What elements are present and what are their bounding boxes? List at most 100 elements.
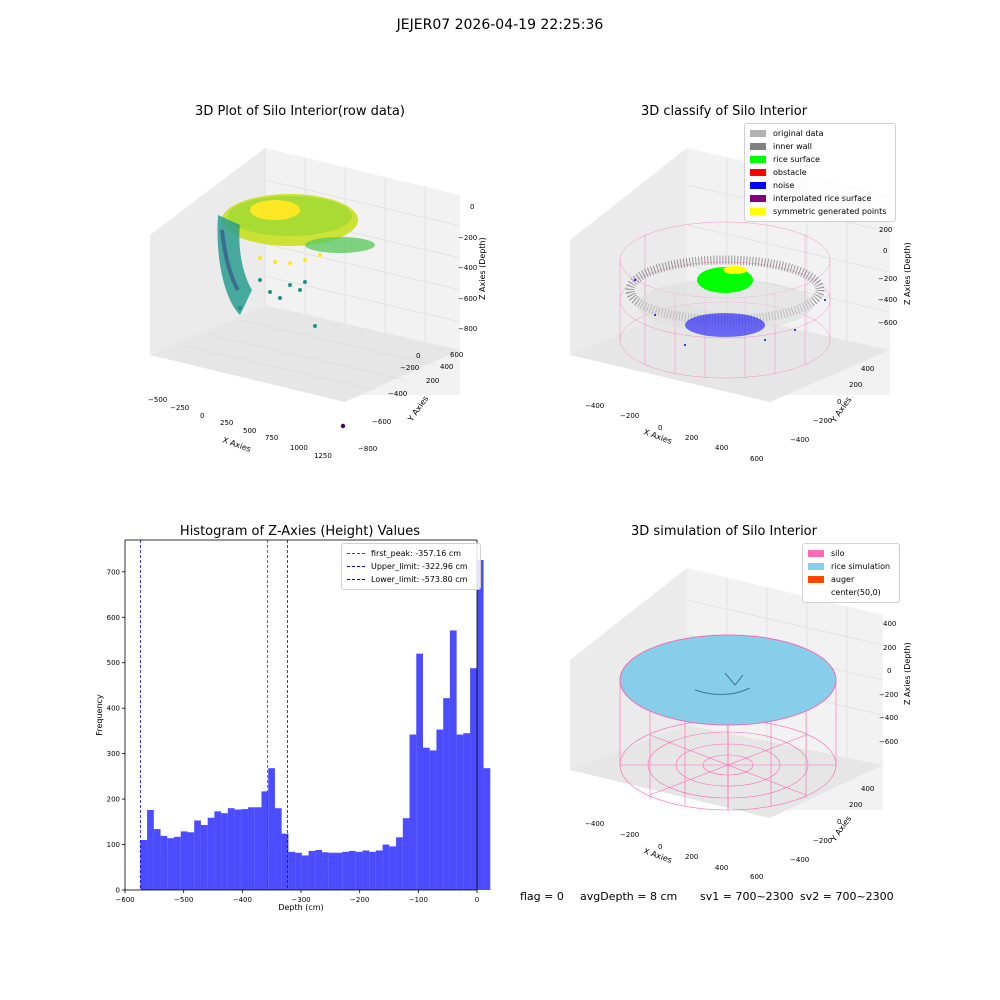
histogram-bar — [147, 810, 154, 890]
panel4-ztick: 400 — [883, 620, 896, 628]
panel1-xtick: 750 — [265, 434, 278, 442]
histogram-ytick-label: 500 — [107, 659, 120, 667]
histogram-bar — [214, 811, 222, 890]
panel4-ytick: −200 — [813, 837, 832, 845]
panel2-ytick: −400 — [790, 436, 809, 444]
histogram-ytick-label: 200 — [107, 796, 120, 804]
legend-swatch — [808, 589, 824, 596]
panel1-floor-pane — [150, 305, 460, 402]
panel1-ytick: 600 — [450, 351, 463, 359]
legend-line — [347, 566, 365, 567]
legend-item-rice-simulation: rice simulation — [808, 560, 894, 573]
histogram-bar — [315, 850, 323, 890]
histogram-bar — [180, 831, 188, 890]
histogram-bar — [328, 852, 336, 890]
panel1-xlabel: X Axies — [221, 435, 252, 454]
histogram-bar — [422, 747, 430, 890]
panel4-ytick: −400 — [790, 856, 809, 864]
histogram-bar — [167, 838, 175, 890]
legend-item-silo: silo — [808, 547, 894, 560]
legend-item-upper-limit: Upper_limit: -322.96 cm — [347, 560, 475, 573]
panel4-3d-axes: −400 −200 0 200 400 600 −400 −200 0 200 … — [570, 568, 912, 880]
histogram-xlabel: Depth (cm) — [278, 903, 323, 912]
status-avg-depth: avgDepth = 8 cm — [580, 890, 678, 903]
panel1-ytick: −600 — [372, 418, 391, 426]
panel1-ytick: 0 — [416, 352, 420, 360]
histogram-ytick-label: 700 — [107, 568, 120, 576]
panel2-ytick: −200 — [813, 417, 832, 425]
histogram-bar — [261, 791, 269, 890]
panel1-ztick: −800 — [458, 325, 477, 333]
histogram-bar — [207, 817, 215, 890]
panel1-title: 3D Plot of Silo Interior(row data) — [195, 104, 405, 119]
panel2-xtick: −400 — [585, 402, 604, 410]
histogram-bar — [227, 808, 235, 890]
histogram-xtick-label: −300 — [291, 896, 310, 904]
panel1-3d-axes: −500 −250 0 250 500 750 1000 1250 −800 −… — [148, 148, 487, 460]
panel4-ztick: −200 — [879, 691, 898, 699]
panel1-xtick: 250 — [220, 419, 233, 427]
histogram-bar — [274, 808, 282, 890]
histogram-bar — [221, 813, 228, 890]
panel1-ytick: −200 — [400, 364, 419, 372]
histogram-bar — [160, 835, 168, 890]
panel1-ztick: 0 — [470, 203, 474, 211]
panel1-xtick: 1000 — [290, 444, 308, 452]
panel4-title: 3D simulation of Silo Interior — [631, 524, 817, 539]
histogram-bar — [187, 832, 195, 890]
panel1-xtick: 500 — [243, 427, 256, 435]
panel2-ztick: −200 — [878, 275, 897, 283]
legend-item-lower-limit: Lower_limit: -573.80 cm — [347, 573, 475, 586]
legend-item-inner-wall: inner wall — [750, 140, 890, 153]
status-sv1: sv1 = 700~2300 — [700, 890, 794, 903]
histogram-bar — [241, 809, 249, 890]
legend-item-rice-surface: rice surface — [750, 153, 890, 166]
legend-swatch — [750, 156, 766, 163]
status-flag: flag = 0 — [520, 890, 564, 903]
histogram-bar — [281, 833, 289, 890]
panel1-ytick: −400 — [388, 390, 407, 398]
histogram-ytick-label: 600 — [107, 614, 120, 622]
legend-item-interpolated-rice-surface: interpolated rice surface — [750, 192, 890, 205]
panel1-xtick: −500 — [148, 396, 167, 404]
panel1-zlabel: Z Axies (Depth) — [478, 237, 487, 300]
legend-swatch — [750, 143, 766, 150]
legend-line — [347, 553, 365, 554]
panel2-xtick: 600 — [750, 455, 763, 463]
histogram-xtick-label: −600 — [115, 896, 134, 904]
panel2-ytick: 200 — [849, 381, 862, 389]
status-sv2: sv2 = 700~2300 — [800, 890, 894, 903]
panel1-ytick: 200 — [426, 377, 439, 385]
panel1-ztick: −400 — [458, 264, 477, 272]
panel1-xtick: 0 — [200, 412, 204, 420]
panel1-ztick: −200 — [458, 234, 477, 242]
histogram-bar — [174, 836, 181, 890]
panel1-ytick: 400 — [440, 363, 453, 371]
panel4-xtick: 200 — [685, 853, 698, 861]
histogram-xtick-label: −200 — [350, 896, 369, 904]
histogram-bar — [463, 733, 471, 890]
panel2-ytick: 400 — [861, 365, 874, 373]
panel1-ytick: −800 — [358, 445, 377, 453]
panel4-ztick: −600 — [879, 738, 898, 746]
histogram-bar — [436, 729, 444, 890]
histogram-ytick-label: 300 — [107, 750, 120, 758]
panel4-xtick: −200 — [620, 831, 639, 839]
panel3-title: Histogram of Z-Axies (Height) Values — [179, 524, 421, 539]
histogram-bar — [375, 850, 383, 890]
legend-item-original-data: original data — [750, 127, 890, 140]
panel2-zlabel: Z Axies (Depth) — [903, 242, 912, 305]
legend-swatch — [750, 169, 766, 176]
panel4-ztick: −400 — [879, 714, 898, 722]
panel2-title: 3D classify of Silo Interior — [640, 104, 808, 119]
histogram-bar — [335, 852, 343, 890]
histogram-bar — [389, 846, 397, 890]
histogram-bar — [308, 850, 316, 890]
panel1-point-cloud — [217, 194, 375, 429]
panel1-ylabel: Y Axies — [406, 394, 431, 424]
legend-swatch — [750, 208, 766, 215]
histogram-bar — [295, 852, 302, 890]
histogram-bar — [476, 560, 484, 890]
panel2-ztick: 200 — [879, 226, 892, 234]
legend-swatch — [750, 130, 766, 137]
